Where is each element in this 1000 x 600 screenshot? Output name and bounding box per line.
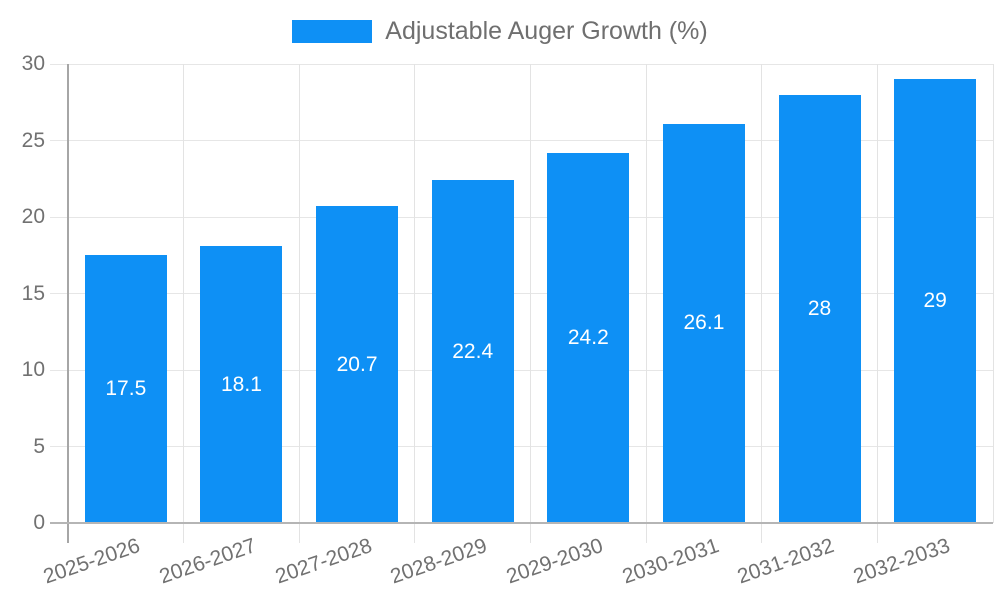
bar-value-label: 18.1 xyxy=(221,372,262,396)
y-axis-tick-label: 25 xyxy=(21,128,45,152)
x-gridline xyxy=(645,64,647,543)
y-axis-tick-label: 20 xyxy=(21,205,45,228)
y-gridline xyxy=(50,293,993,294)
y-axis-tick-label: 30 xyxy=(21,52,45,75)
bar-2028-2029 xyxy=(431,180,514,523)
x-gridline xyxy=(876,64,878,543)
chart-legend: Adjustable Auger Growth (%) xyxy=(0,17,1000,46)
bar-value-label: 17.5 xyxy=(105,377,147,401)
bar-2031-2032 xyxy=(778,94,861,523)
y-gridline xyxy=(50,63,993,65)
y-axis-tick-label: 10 xyxy=(21,358,45,381)
bar-value-label: 26.1 xyxy=(683,311,725,335)
x-axis-tick-label: 2025-2026 xyxy=(40,534,144,589)
x-axis-tick-label: 2032-2033 xyxy=(850,534,953,589)
y-axis-tick-label: 5 xyxy=(33,434,45,458)
y-axis-line xyxy=(67,64,69,543)
y-gridline xyxy=(50,369,993,371)
bar-2030-2031 xyxy=(662,123,745,523)
bar-2029-2030 xyxy=(547,152,630,523)
bar-2026-2027 xyxy=(200,246,283,523)
x-gridline xyxy=(992,64,994,523)
bar-value-label: 20.7 xyxy=(336,352,378,376)
bar-value-label: 29 xyxy=(923,289,947,313)
bar-2027-2028 xyxy=(316,206,399,523)
bar-2032-2033 xyxy=(894,79,977,523)
x-axis-tick-label: 2027-2028 xyxy=(272,534,375,589)
x-axis-line xyxy=(50,522,993,524)
legend-label: Adjustable Auger Growth (%) xyxy=(385,17,708,45)
y-gridline xyxy=(50,446,993,447)
bar-value-label: 28 xyxy=(807,296,832,320)
x-gridline xyxy=(414,64,416,543)
x-gridline xyxy=(761,64,763,543)
legend-swatch xyxy=(292,20,373,43)
x-gridline xyxy=(183,64,185,543)
y-gridline xyxy=(50,216,993,218)
bar-value-label: 24.2 xyxy=(567,325,609,349)
x-axis-tick-label: 2029-2030 xyxy=(503,534,606,589)
y-axis-tick-label: 0 xyxy=(33,511,45,534)
x-gridline xyxy=(298,64,300,543)
bar-2025-2026 xyxy=(84,255,167,523)
y-gridline xyxy=(50,140,993,141)
x-axis-tick-label: 2026-2027 xyxy=(156,534,259,589)
x-axis-tick-label: 2031-2032 xyxy=(734,534,838,589)
bar-value-label: 22.4 xyxy=(452,339,494,363)
x-axis-tick-label: 2028-2029 xyxy=(387,534,491,589)
y-axis-tick-label: 15 xyxy=(21,281,45,305)
x-gridline xyxy=(530,64,531,543)
x-axis-tick-label: 2030-2031 xyxy=(618,534,722,589)
